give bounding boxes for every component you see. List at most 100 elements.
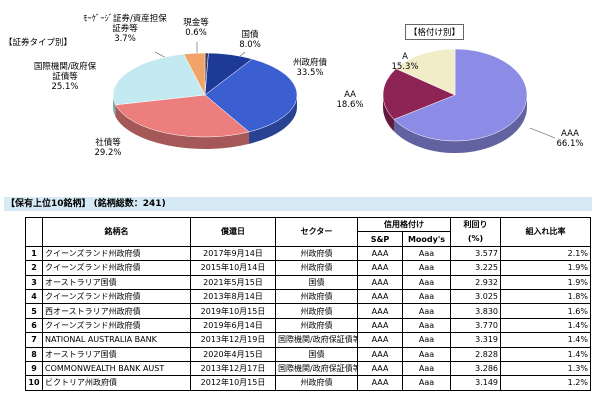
table-cell: 1: [25, 245, 43, 262]
table-cell: クイーンズランド州政府債: [42, 245, 191, 262]
slice-category: 州政府債: [292, 58, 327, 68]
pie-side: [393, 95, 527, 154]
table-cell: 国際機関/政府保証債等: [275, 360, 358, 377]
table-cell: 国際機関/政府保証債等: [275, 332, 358, 348]
slice-label: AAA 66.1%: [550, 129, 590, 149]
table-cell: Aaa: [402, 260, 451, 276]
table-cell: 3.225: [450, 260, 501, 276]
table-cell: 国債: [275, 274, 358, 290]
table-title: 【保有上位10銘柄】 (銘柄総数：241): [4, 197, 592, 211]
slice-label: A 15.3%: [385, 52, 425, 72]
pie-side: [383, 95, 394, 132]
table-body: 1 クイーンズランド州政府債 2017年9月14日 州政府債 AAA Aaa 3.577 2.…: [25, 245, 591, 391]
holdings-table: 銘柄名 償還日 セクター 信用格付け 利回り 組入れ比率 S&P Moody's…: [25, 216, 591, 391]
header-cell: 償還日: [190, 217, 276, 247]
table-cell: 2021年5月15日: [190, 274, 276, 290]
slice-label: 国際機関/政府保証債等 25.1%: [30, 62, 100, 92]
table-cell: 3.577: [450, 245, 501, 262]
table-row: 7 NATIONAL AUSTRALIA BANK 2013年12月19日 国際機関/…: [25, 332, 591, 348]
table-cell: 州政府債: [275, 288, 358, 305]
table-cell: 2013年12月17日: [190, 360, 276, 377]
table-row: 1 クイーンズランド州政府債 2017年9月14日 州政府債 AAA Aaa 3.577 2.…: [25, 245, 591, 262]
table-cell: Aaa: [402, 375, 451, 391]
slice-category: 現金等: [183, 18, 209, 28]
table-cell: Aaa: [402, 317, 451, 334]
table-cell: 3.149: [450, 375, 501, 391]
slice-label: AA 18.6%: [330, 90, 370, 110]
slice-value: 15.3%: [391, 62, 419, 72]
pie-slice: [183, 52, 206, 96]
pie-slice: [204, 58, 298, 133]
header-cell: [25, 217, 43, 247]
slice-label: ﾓｰｹﾞｰｼﾞ証券/資産担保証券等 3.7%: [80, 14, 170, 44]
pie-slice: [112, 53, 206, 106]
table-cell: 6: [25, 317, 43, 334]
table-cell: Aaa: [402, 245, 451, 262]
table-cell: 2: [25, 260, 43, 276]
table-cell: オーストラリア国債: [42, 346, 191, 362]
table-cell: 3: [25, 274, 43, 290]
table-cell: COMMONWEALTH BANK AUST: [42, 360, 191, 377]
table-cell: 1.4%: [500, 317, 591, 334]
table-cell: AAA: [357, 360, 403, 377]
table-cell: Aaa: [402, 332, 451, 348]
pie-title: 【格付け別】: [405, 24, 465, 40]
slice-category: AAA: [561, 129, 579, 139]
pie-slice: [115, 94, 250, 138]
table-row: 2 クイーンズランド州政府債 2015年10月14日 州政府債 AAA Aaa 3.225 1…: [25, 260, 591, 276]
table-row: 10 ビクトリア州政府債 2012年10月15日 州政府債 AAA Aaa 3.149 1.2…: [25, 375, 591, 391]
table-row: 3 オーストラリア国債 2021年5月15日 国債 AAA Aaa 2.932 1.9%: [25, 274, 591, 290]
table-cell: 4: [25, 288, 43, 305]
slice-value: 3.7%: [114, 34, 136, 44]
table-cell: Aaa: [402, 346, 451, 362]
table-cell: AAA: [357, 303, 403, 319]
pie-sides: [383, 95, 527, 154]
header-cell: S&P: [357, 231, 403, 247]
table-cell: AAA: [357, 346, 403, 362]
table-cell: 9: [25, 360, 43, 377]
table-row: 9 COMMONWEALTH BANK AUST 2013年12月17日 国際機関/政…: [25, 360, 591, 377]
slice-category: 国際機関/政府保証債等: [33, 62, 97, 82]
header-cell: Moody's: [402, 231, 451, 247]
leader-line: [529, 127, 556, 139]
table-row: 6 クイーンズランド州政府債 2019年6月14日 州政府債 AAA Aaa 3.770 1.…: [25, 317, 591, 334]
slice-category: ﾓｰｹﾞｰｼﾞ証券/資産担保証券等: [83, 14, 167, 34]
table-cell: AAA: [357, 245, 403, 262]
pie-slices: [112, 52, 298, 138]
header-cell: 信用格付け: [357, 216, 451, 232]
table-cell: 州政府債: [275, 317, 358, 334]
table-cell: 1.2%: [500, 375, 591, 391]
table-cell: AAA: [357, 288, 403, 305]
table-cell: 州政府債: [275, 303, 358, 319]
header-cell: セクター: [275, 217, 358, 247]
table-cell: ビクトリア州政府債: [42, 375, 191, 391]
header-cell: 銘柄名: [42, 217, 191, 247]
slice-label: 現金等 0.6%: [171, 18, 221, 38]
table-cell: AAA: [357, 332, 403, 348]
pie-side: [115, 104, 250, 149]
slice-value: 25.1%: [51, 82, 79, 92]
table-cell: 2013年8月14日: [190, 288, 276, 305]
table-cell: クイーンズランド州政府債: [42, 317, 191, 334]
table-cell: 3.025: [450, 288, 501, 305]
table-row: 5 西オーストラリア州政府債 2019年10月15日 州政府債 AAA Aaa 3.830 1…: [25, 303, 591, 319]
table-cell: 10: [25, 375, 43, 391]
pie-charts: [112, 42, 556, 154]
table-cell: 8: [25, 346, 43, 362]
slice-label: 社債等 29.2%: [83, 138, 133, 158]
table-cell: Aaa: [402, 288, 451, 305]
table-cell: 3.830: [450, 303, 501, 319]
table-cell: 2015年10月14日: [190, 260, 276, 276]
slice-label: 州政府債 33.5%: [285, 58, 335, 78]
table-cell: 2013年12月19日: [190, 332, 276, 348]
table-subtitle: (銘柄総数：241): [93, 199, 166, 209]
table-cell: 2017年9月14日: [190, 245, 276, 262]
table-cell: 1.4%: [500, 332, 591, 348]
table-cell: Aaa: [402, 303, 451, 319]
table-cell: 西オーストラリア州政府債: [42, 303, 191, 319]
slice-category: 国債: [241, 30, 259, 40]
table-cell: 1.6%: [500, 303, 591, 319]
table-cell: 国債: [275, 346, 358, 362]
table-cell: 州政府債: [275, 245, 358, 262]
table-title-text: 【保有上位10銘柄】: [6, 199, 91, 209]
